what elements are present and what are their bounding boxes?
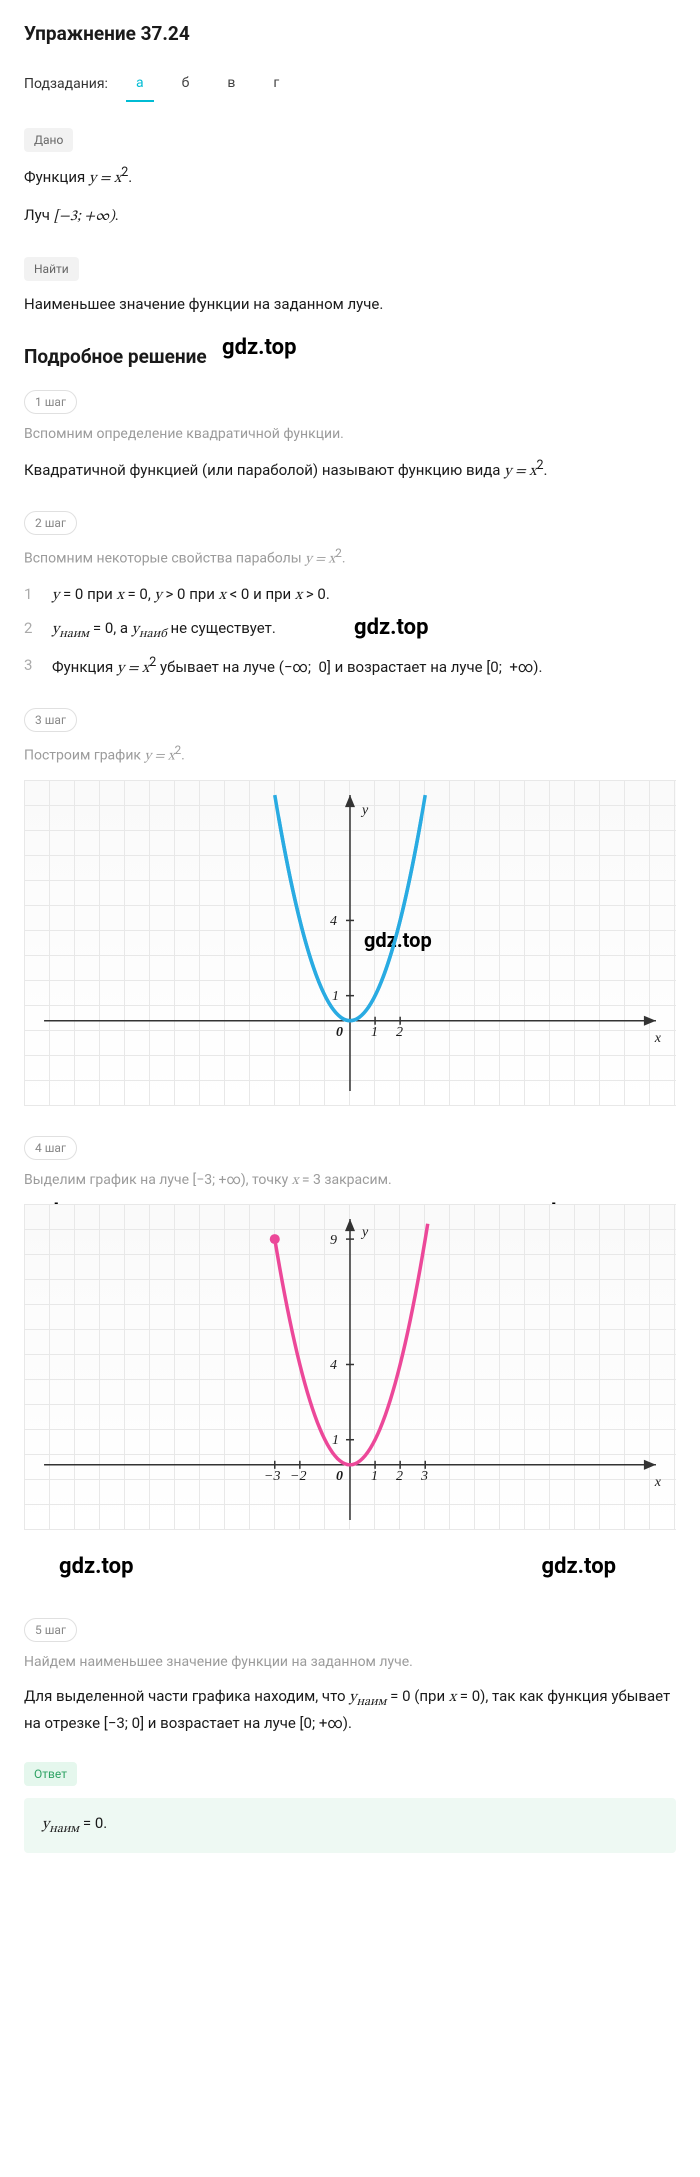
step-5-muted: Найдем наименьшее значение функции на за…: [24, 1652, 676, 1673]
step-3-muted: Построим график y = x2.: [24, 742, 676, 768]
subtask-row: Подзадания: а б в г: [24, 67, 676, 102]
list-text-2: yнаим = 0, а yнаиб не существует.: [52, 617, 276, 644]
given-line1: Функция y = x2.: [24, 164, 676, 191]
list-num: 3: [24, 654, 38, 681]
list-item: 1 y = 0 при x = 0, y > 0 при x < 0 и при…: [24, 583, 676, 608]
step-3: 3 шаг Построим график y = x2.: [24, 708, 676, 1106]
tab-g[interactable]: г: [263, 67, 289, 102]
step-5-pill: 5 шаг: [24, 1618, 77, 1642]
given-chip: Дано: [24, 128, 73, 152]
list-item: 3 Функция y = x2 убывает на луче (−∞; 0]…: [24, 654, 676, 681]
step-1-text: Квадратичной функцией (или параболой) на…: [24, 457, 676, 484]
list-num: 1: [24, 583, 38, 608]
step-2-pill: 2 шаг: [24, 511, 77, 535]
list-text-1: y = 0 при x = 0, y > 0 при x < 0 и при x…: [52, 583, 330, 608]
given-line2: Луч [−3; +∞).: [24, 204, 676, 229]
watermark: gdz.top: [59, 1550, 133, 1583]
step-4-pill: 4 шаг: [24, 1136, 77, 1160]
step-1-muted: Вспомним определение квадратичной функци…: [24, 424, 676, 445]
chart-1: y x 0 1 2 1 4 gdz.top: [24, 780, 676, 1106]
list-text-3: Функция y = x2 убывает на луче (−∞; 0] и…: [52, 654, 542, 681]
step-3-pill: 3 шаг: [24, 708, 77, 732]
list-item: 2 yнаим = 0, а yнаиб не существует.: [24, 617, 676, 644]
step-1: 1 шаг Вспомним определение квадратичной …: [24, 390, 676, 484]
solution-header: Подробное решение gdz.top: [24, 343, 676, 372]
tab-v[interactable]: в: [217, 67, 245, 102]
step-5: 5 шаг Найдем наименьшее значение функции…: [24, 1618, 676, 1734]
step-4: 4 шаг Выделим график на луче [−3; +∞), т…: [24, 1136, 676, 1590]
given-section: Дано Функция y = x2. Луч [−3; +∞).: [24, 128, 676, 229]
answer-box: yнаим = 0.: [24, 1798, 676, 1853]
solution-title: Подробное решение: [24, 343, 676, 372]
tab-a[interactable]: а: [126, 67, 154, 102]
step-1-pill: 1 шаг: [24, 390, 77, 414]
step-2-muted: Вспомним некоторые свойства параболы y =…: [24, 545, 676, 571]
step-2: 2 шаг Вспомним некоторые свойства парабо…: [24, 511, 676, 680]
exercise-title: Упражнение 37.24: [24, 20, 676, 49]
answer-section: Ответ yнаим = 0.: [24, 1762, 676, 1853]
find-section: Найти Наименьшее значение функции на зад…: [24, 257, 676, 316]
tab-b[interactable]: б: [172, 67, 200, 102]
find-chip: Найти: [24, 257, 79, 281]
list-num: 2: [24, 617, 38, 644]
step-4-muted: Выделим график на луче [−3; +∞), точку x…: [24, 1170, 676, 1192]
subtask-label: Подзадания:: [24, 74, 108, 95]
watermark: gdz.top: [542, 1550, 616, 1583]
step-5-text: Для выделенной части графика находим, чт…: [24, 1685, 676, 1734]
answer-text: yнаим = 0.: [42, 1814, 107, 1832]
chart-2: y x 0 −3 −2 1 2 3 1 4 9: [24, 1204, 676, 1530]
find-text: Наименьшее значение функции на заданном …: [24, 293, 676, 316]
answer-chip: Ответ: [24, 1762, 77, 1786]
